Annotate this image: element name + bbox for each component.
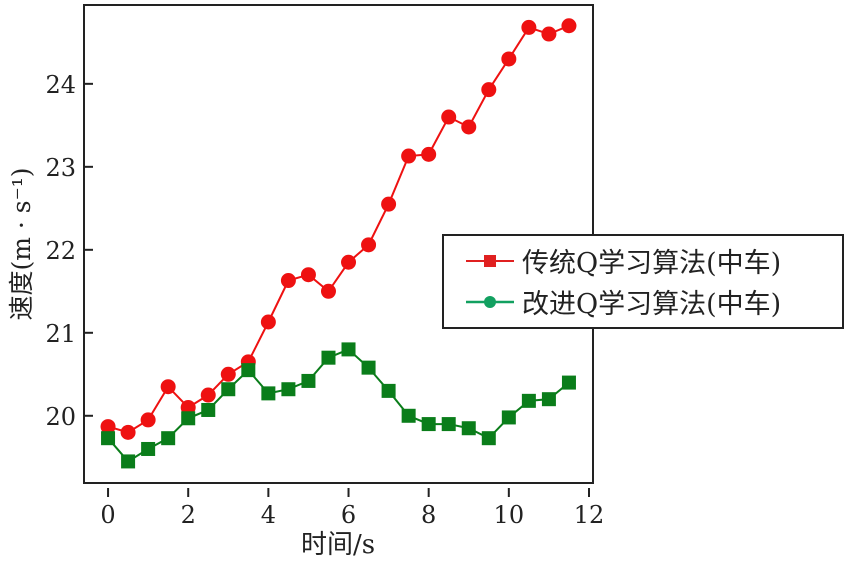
legend-marker-traditional (484, 255, 496, 267)
y-axis-label: 速度(m · s⁻¹) (7, 167, 36, 320)
legend: 传统Q学习算法(中车) 改进Q学习算法(中车) (442, 234, 844, 329)
data-point (121, 454, 136, 469)
x-tick-label: 10 (494, 501, 525, 529)
data-point (541, 392, 556, 407)
x-tick-label: 4 (261, 501, 276, 529)
data-point (521, 19, 537, 35)
data-point (561, 18, 577, 34)
legend-label-traditional: 传统Q学习算法(中车) (522, 248, 781, 279)
y-tick-label: 21 (45, 320, 76, 348)
data-point (280, 273, 296, 289)
y-tick-label: 20 (45, 403, 76, 431)
data-point (521, 393, 536, 408)
y-tick-label: 24 (45, 71, 76, 99)
data-point (561, 375, 576, 390)
data-point (301, 373, 316, 388)
data-point (441, 109, 457, 125)
series-line-0 (107, 24, 570, 434)
data-point (260, 314, 276, 330)
legend-label-improved: 改进Q学习算法(中车) (522, 289, 781, 320)
x-tick-label: 0 (100, 501, 115, 529)
data-point (401, 148, 417, 164)
x-axis-label: 时间/s (301, 530, 375, 559)
data-point (481, 431, 496, 446)
x-tick-label: 8 (421, 501, 436, 529)
data-point (461, 119, 477, 135)
data-point (320, 283, 336, 299)
data-point (441, 417, 456, 432)
data-point (101, 431, 116, 446)
data-point (120, 424, 136, 440)
data-point (241, 363, 256, 378)
data-point (140, 412, 156, 428)
data-point (300, 267, 316, 283)
x-tick-label: 12 (574, 501, 605, 529)
data-point (100, 419, 116, 435)
data-point (201, 402, 216, 417)
x-tick-label: 6 (341, 501, 356, 529)
x-tick-label: 2 (181, 501, 196, 529)
data-point (461, 421, 476, 436)
data-point (161, 431, 176, 446)
series-line-1 (107, 348, 570, 463)
y-tick-label: 22 (45, 237, 76, 265)
data-point (381, 196, 397, 212)
data-point (200, 387, 216, 403)
data-point (421, 146, 437, 162)
data-point (501, 51, 517, 67)
data-point (361, 237, 377, 253)
data-point (221, 382, 236, 397)
data-point (381, 383, 396, 398)
data-point (220, 366, 236, 382)
data-point (361, 360, 376, 375)
data-point (160, 379, 176, 395)
data-point (181, 411, 196, 426)
data-point (341, 342, 356, 357)
data-point (401, 408, 416, 423)
data-point (281, 382, 296, 397)
data-point (421, 417, 436, 432)
data-point (321, 350, 336, 365)
data-point (341, 254, 357, 270)
data-point (481, 82, 497, 98)
legend-marker-improved (484, 296, 496, 308)
data-point (261, 386, 276, 401)
data-point (141, 441, 156, 456)
y-tick-label: 23 (45, 154, 76, 182)
data-point (180, 399, 196, 415)
data-point (541, 26, 557, 42)
data-point (501, 410, 516, 425)
